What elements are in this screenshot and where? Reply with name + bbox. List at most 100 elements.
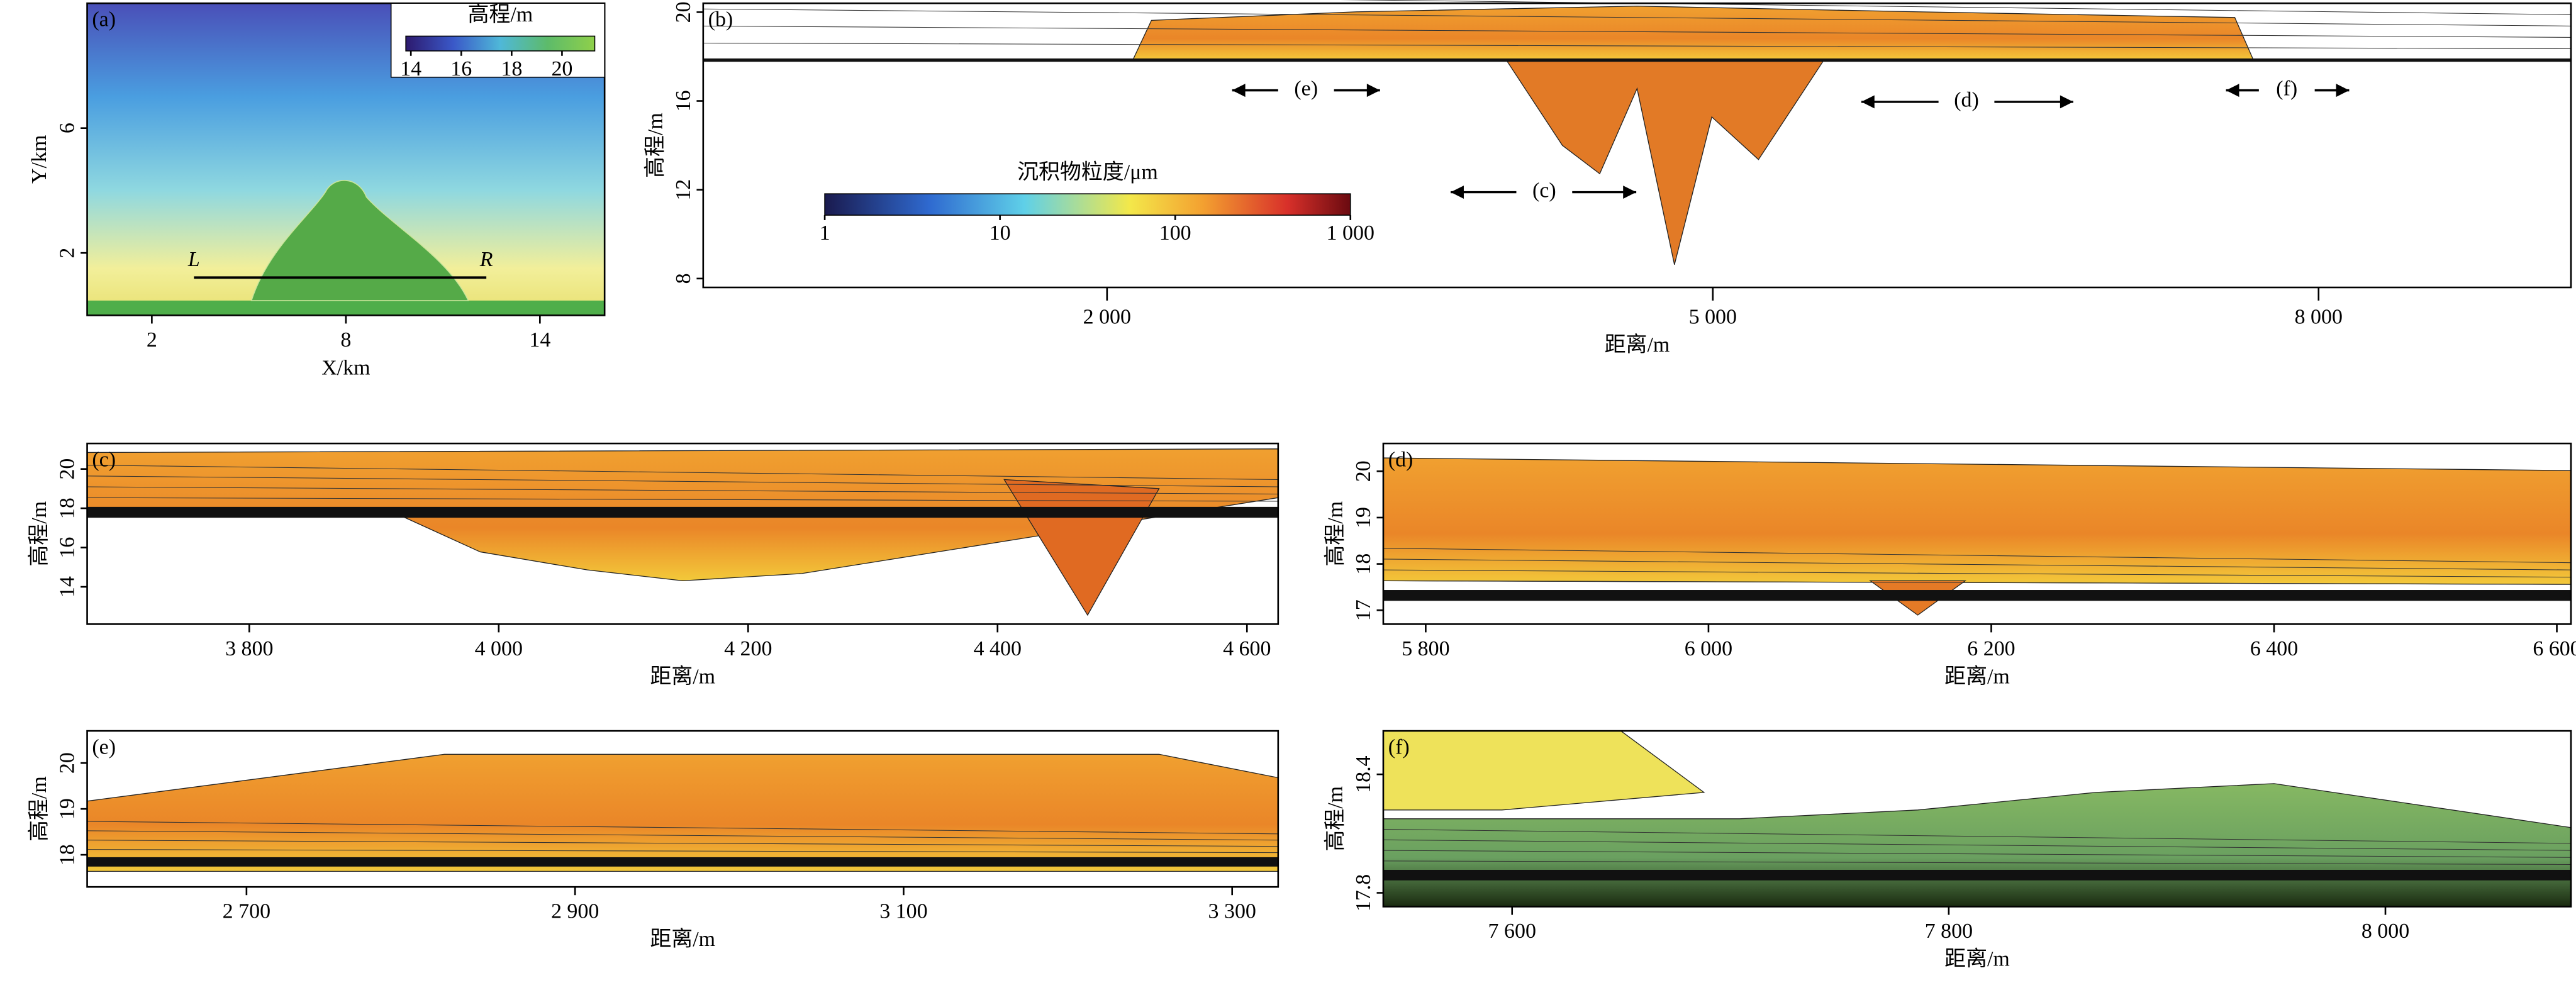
colorbar-tick-label: 20: [551, 57, 572, 81]
x-tick-label: 5 000: [1689, 305, 1737, 328]
arrow-head: [1366, 84, 1380, 97]
panel-label: (e): [92, 736, 116, 759]
y-tick-label: 8: [672, 273, 695, 284]
x-tick-label: 3 300: [1208, 900, 1256, 923]
layer-line: [87, 821, 1278, 835]
colorbar: [824, 193, 1351, 216]
axes-frame: [1382, 442, 2572, 625]
x-tick-label: 6 200: [1967, 637, 2015, 660]
annotation: (e): [1294, 77, 1318, 100]
annotation: R: [479, 248, 493, 271]
x-tick-label: 6 400: [2250, 637, 2298, 660]
y-axis-label: 高程/m: [27, 501, 51, 567]
x-tick-label: 4 000: [475, 637, 523, 660]
colorbar-tick-label: 1 000: [1327, 221, 1374, 245]
colorbar-label: 沉积物粒度/μm: [1017, 160, 1158, 184]
y-tick-label: 20: [56, 459, 79, 480]
y-tick-label: 16: [56, 537, 79, 559]
x-tick-label: 6 000: [1685, 637, 1732, 660]
arrow-head: [1861, 95, 1875, 109]
y-tick-label: 18: [1352, 553, 1375, 575]
colorbar: [405, 35, 596, 52]
x-axis-label: 距离/m: [1944, 947, 2010, 970]
axes-frame: [1382, 730, 2572, 908]
x-tick-label: 8: [340, 328, 351, 352]
layer-line: [87, 840, 1278, 847]
y-axis-label: 高程/m: [27, 776, 51, 842]
delta-lobe: [250, 180, 469, 301]
annotation: (c): [1532, 179, 1556, 202]
arrow-head: [2060, 95, 2073, 109]
x-tick-label: 2 900: [551, 900, 599, 923]
base-strata: [703, 58, 2572, 62]
y-axis-label: 高程/m: [643, 113, 667, 178]
layer-line: [1383, 559, 2572, 570]
colorbar-tick-label: 10: [990, 221, 1011, 245]
x-tick-label: 4 200: [724, 637, 772, 660]
y-tick-label: 2: [56, 248, 79, 258]
x-tick-label: 3 100: [879, 900, 927, 923]
x-tick-label: 14: [529, 328, 550, 352]
layer-line: [1383, 850, 2572, 858]
panel-label: (f): [1388, 736, 1410, 759]
sediment-body: [1505, 59, 1825, 265]
y-tick-label: 18: [56, 844, 79, 865]
y-tick-label: 6: [56, 123, 79, 133]
y-tick-label: 16: [672, 91, 695, 112]
annotation: L: [187, 248, 200, 271]
y-tick-label: 19: [56, 798, 79, 820]
y-axis-label: Y/km: [28, 135, 51, 184]
x-tick-label: 4 600: [1223, 637, 1271, 660]
x-axis-label: X/km: [321, 356, 370, 379]
x-axis-label: 距离/m: [1605, 333, 1670, 357]
x-tick-label: 8 000: [2361, 920, 2409, 943]
panel-label: (b): [708, 8, 733, 31]
y-tick-label: 18: [56, 497, 79, 519]
x-tick-label: 6 600: [2533, 637, 2576, 660]
x-tick-label: 4 400: [974, 637, 1022, 660]
colorbar-tick-label: 14: [400, 57, 421, 81]
layer-line: [703, 42, 2572, 50]
axes-frame: [86, 442, 1280, 625]
y-tick-label: 14: [56, 576, 79, 598]
x-tick-label: 8 000: [2295, 305, 2343, 328]
panel-label: (a): [92, 8, 116, 31]
y-tick-label: 17: [1352, 599, 1375, 621]
base-strata: [1383, 590, 2572, 601]
x-axis-label: 距离/m: [1944, 664, 2010, 688]
y-tick-label: 18.4: [1352, 755, 1375, 792]
colorbar-tick-label: 100: [1159, 221, 1191, 245]
layer-line: [1383, 580, 2572, 585]
x-tick-label: 7 800: [1925, 920, 1973, 943]
x-tick-label: 5 800: [1402, 637, 1449, 660]
y-tick-label: 20: [672, 1, 695, 23]
annotation: (d): [1954, 89, 1979, 112]
land-strip: [87, 300, 605, 316]
y-tick-label: 20: [56, 752, 79, 774]
x-tick-label: 3 800: [225, 637, 273, 660]
y-tick-label: 20: [1352, 460, 1375, 482]
y-tick-label: 17.8: [1352, 874, 1375, 911]
y-axis-label: 高程/m: [1324, 501, 1347, 567]
layer-line: [1383, 829, 2572, 844]
arrow-head: [1451, 186, 1464, 199]
layer-line: [87, 465, 1278, 481]
layer-line: [87, 497, 1278, 502]
sediment-body: [1383, 457, 2572, 585]
y-tick-label: 12: [672, 179, 695, 201]
y-axis-label: 高程/m: [1324, 786, 1347, 852]
layer-line: [703, 8, 2572, 26]
layer-line: [1383, 548, 2572, 564]
layer-line: [87, 830, 1278, 841]
layer-line: [1383, 569, 2572, 578]
base-strata: [87, 857, 1278, 867]
axes-frame: [702, 2, 2572, 289]
layer-line: [87, 486, 1278, 495]
layer-line: [87, 849, 1278, 853]
colorbar-label: 高程/m: [467, 3, 533, 26]
x-axis-label: 距离/m: [650, 664, 715, 688]
colorbar-tick-label: 16: [450, 57, 472, 81]
layer-line: [87, 475, 1278, 487]
colorbar-tick-label: 18: [501, 57, 522, 81]
